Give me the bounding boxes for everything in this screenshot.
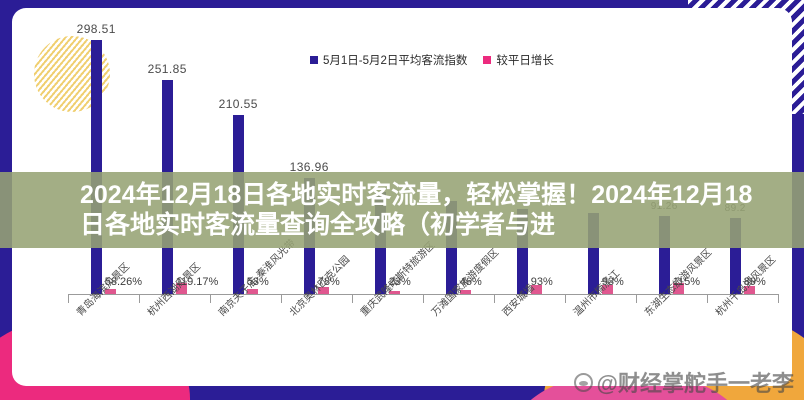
bar-group[interactable]: 298.51 58.26% <box>77 22 142 294</box>
bar-group[interactable]: 93% <box>587 22 624 294</box>
bar-secondary[interactable] <box>601 285 613 294</box>
bar-value-label: 136.96 <box>289 159 329 174</box>
bar-group[interactable]: 251.85 119.17% <box>148 22 218 294</box>
growth-percent-label: 23% <box>388 276 411 288</box>
bar-primary[interactable]: 298.51 58.26% <box>77 22 142 294</box>
legend-swatch-icon <box>483 56 492 64</box>
growth-percent-label: 46% <box>459 276 482 288</box>
bar-primary[interactable]: 93% <box>516 209 553 294</box>
chart-legend: 5月1日-5月2日平均客流指数 较平日增长 <box>310 52 554 68</box>
bar-secondary[interactable] <box>388 291 400 294</box>
x-axis-tick <box>139 294 140 303</box>
growth-percent-label: 78% <box>317 276 340 288</box>
x-axis-tick <box>352 294 353 303</box>
growth-percent-label: 93% <box>601 276 624 288</box>
page-title: 2024年12月18日各地实时客流量，轻松掌握！2024年12月18日各地实时客… <box>80 180 753 240</box>
x-axis-tick <box>494 294 495 303</box>
watermark: @财经掌舵手一老李 <box>573 366 794 398</box>
bar-group[interactable]: 89.289% <box>725 22 766 294</box>
x-axis-tick <box>778 294 779 303</box>
bar-group[interactable]: 210.55 53% <box>219 22 269 294</box>
bar-secondary[interactable] <box>317 286 329 294</box>
x-axis-tick <box>281 294 282 303</box>
legend-label: 较平日增长 <box>496 55 554 67</box>
legend-item: 5月1日-5月2日平均客流指数 <box>310 52 467 68</box>
bar-primary[interactable]: 93% <box>587 213 624 294</box>
growth-percent-label: 119.17% <box>175 276 219 288</box>
legend-swatch-icon <box>310 56 318 64</box>
bar-secondary[interactable] <box>459 289 471 294</box>
bar-group[interactable]: 93% <box>516 22 553 294</box>
x-axis-tick <box>423 294 424 303</box>
growth-percent-label: 89% <box>743 276 766 288</box>
x-axis-tick <box>210 294 211 303</box>
x-axis-tick <box>707 294 708 303</box>
bar-group[interactable]: 91.26115% <box>651 22 700 294</box>
weibo-logo-icon <box>573 372 593 392</box>
x-axis-tick <box>636 294 637 303</box>
bar-secondary[interactable] <box>530 285 542 294</box>
legend-item: 较平日增长 <box>483 52 554 68</box>
bar-secondary[interactable] <box>743 285 755 294</box>
watermark-text: @财经掌舵手一老李 <box>596 371 794 396</box>
growth-percent-label: 58.26% <box>104 276 143 288</box>
bar-value-label: 210.55 <box>218 97 258 112</box>
bar-value-label: 251.85 <box>147 61 187 76</box>
bar-secondary[interactable] <box>246 289 258 294</box>
growth-percent-label: 53% <box>246 276 269 288</box>
growth-percent-label: 93% <box>530 276 553 288</box>
bar-value-label: 298.51 <box>76 22 116 37</box>
bar-secondary[interactable] <box>104 288 116 294</box>
legend-label: 5月1日-5月2日平均客流指数 <box>323 55 468 67</box>
x-axis-tick <box>565 294 566 303</box>
bar-secondary[interactable] <box>175 282 187 294</box>
bar-secondary[interactable] <box>672 283 684 294</box>
x-axis-tick <box>68 294 69 303</box>
overlay-title-band: 2024年12月18日各地实时客流量，轻松掌握！2024年12月18日各地实时客… <box>0 172 804 248</box>
growth-percent-label: 115% <box>672 276 701 288</box>
